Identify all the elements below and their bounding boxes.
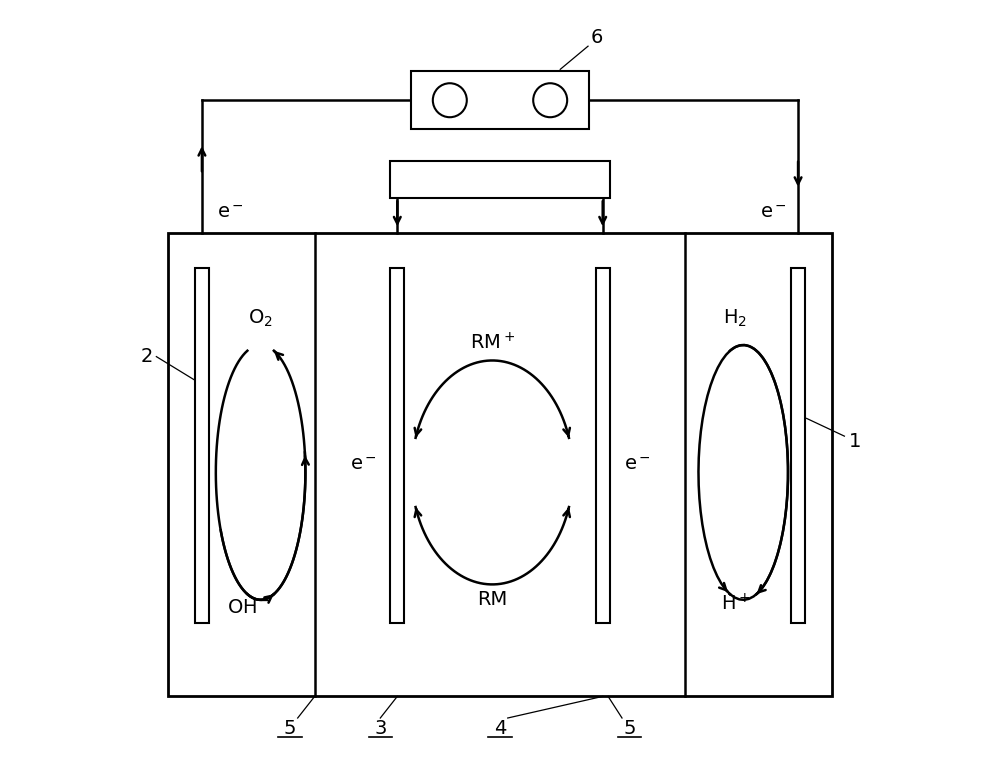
Text: 2: 2	[140, 347, 153, 366]
Text: e$^-$: e$^-$	[350, 455, 376, 474]
Text: e$^-$: e$^-$	[624, 455, 650, 474]
Text: 1: 1	[849, 432, 861, 451]
Bar	[596, 268, 610, 623]
Text: RM: RM	[477, 591, 507, 609]
Bar	[390, 161, 610, 198]
Text: e$^-$: e$^-$	[487, 170, 513, 189]
Text: H$_2$: H$_2$	[723, 308, 748, 329]
Bar	[791, 268, 805, 623]
Text: H$^+$: H$^+$	[721, 593, 750, 615]
Text: 4: 4	[494, 719, 506, 739]
Text: 5: 5	[623, 719, 636, 739]
Bar	[390, 268, 404, 623]
Text: O$_2$: O$_2$	[248, 308, 273, 329]
Text: OH$^-$: OH$^-$	[227, 598, 271, 617]
Text: RM$^+$: RM$^+$	[470, 332, 515, 353]
Text: e$^-$: e$^-$	[760, 203, 787, 222]
Bar	[168, 233, 832, 697]
Text: 6: 6	[590, 28, 603, 47]
Text: 3: 3	[374, 719, 386, 739]
Text: 5: 5	[284, 719, 296, 739]
Bar	[411, 71, 589, 129]
Text: e$^-$: e$^-$	[217, 203, 244, 222]
Bar	[195, 268, 209, 623]
